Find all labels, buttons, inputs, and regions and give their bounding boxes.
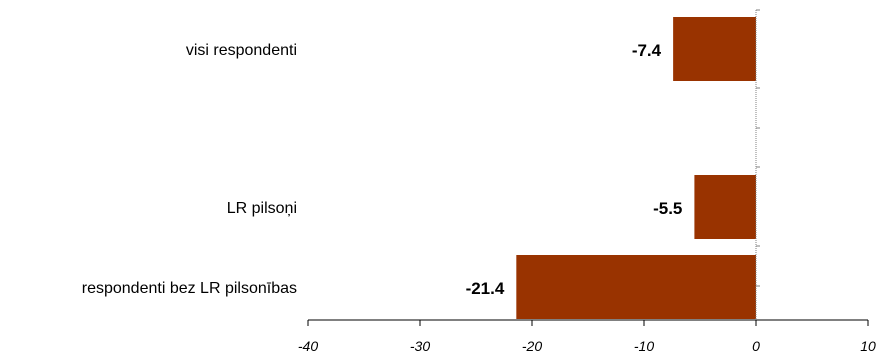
x-tick-label: -40 xyxy=(298,338,318,354)
x-tick-label: -30 xyxy=(410,338,430,354)
x-tick-label: -20 xyxy=(522,338,542,354)
x-tick-label: -10 xyxy=(634,338,654,354)
labels: -40 -30 -20 -10 0 10 visi respondenti -7.4 LR pi… xyxy=(82,41,876,354)
data-label: -7.4 xyxy=(632,41,662,60)
data-label: -21.4 xyxy=(466,279,505,298)
bars xyxy=(516,17,756,319)
x-tick-label: 0 xyxy=(752,338,760,354)
category-label: visi respondenti xyxy=(186,42,297,59)
bar xyxy=(516,255,756,319)
x-tick-label: 10 xyxy=(860,338,876,354)
category-label: LR pilsoņi xyxy=(227,200,297,217)
data-label: -5.5 xyxy=(653,199,682,218)
bar xyxy=(673,17,756,81)
zero-axis-ticks xyxy=(756,9,760,287)
bar xyxy=(694,175,756,239)
category-label: respondenti bez LR pilsonības xyxy=(82,280,297,297)
x-axis-ticks xyxy=(307,320,869,326)
